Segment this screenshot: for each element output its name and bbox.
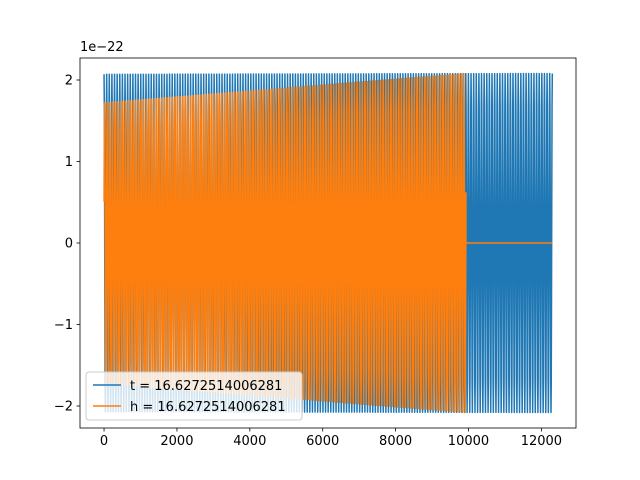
- series-layer: [103, 72, 554, 414]
- legend[interactable]: t = 16.6272514006281 h = 16.627251400628…: [85, 371, 303, 421]
- y-axis: −2 −1 0 1 2: [54, 74, 80, 414]
- y-tick-label: −1: [54, 318, 73, 333]
- x-tick-label: 6000: [306, 434, 339, 449]
- series-h-line: [103, 72, 553, 414]
- x-tick-label: 0: [100, 434, 108, 449]
- y-tick-label: 2: [65, 74, 73, 89]
- y-tick-label: −2: [54, 399, 73, 414]
- y-scale-label: 1e−22: [80, 40, 124, 55]
- legend-label-h: h = 16.6272514006281: [130, 400, 286, 415]
- y-tick-label: 1: [65, 155, 73, 170]
- x-axis: 0 2000 4000 6000 8000 10000 12000: [100, 428, 562, 449]
- x-tick-label: 8000: [379, 434, 412, 449]
- x-tick-label: 4000: [233, 434, 266, 449]
- y-tick-label: 0: [65, 237, 73, 252]
- x-tick-label: 10000: [448, 434, 489, 449]
- x-tick-label: 2000: [160, 434, 193, 449]
- legend-box: [85, 371, 303, 421]
- x-tick-label: 12000: [521, 434, 562, 449]
- legend-label-t: t = 16.6272514006281: [130, 379, 282, 394]
